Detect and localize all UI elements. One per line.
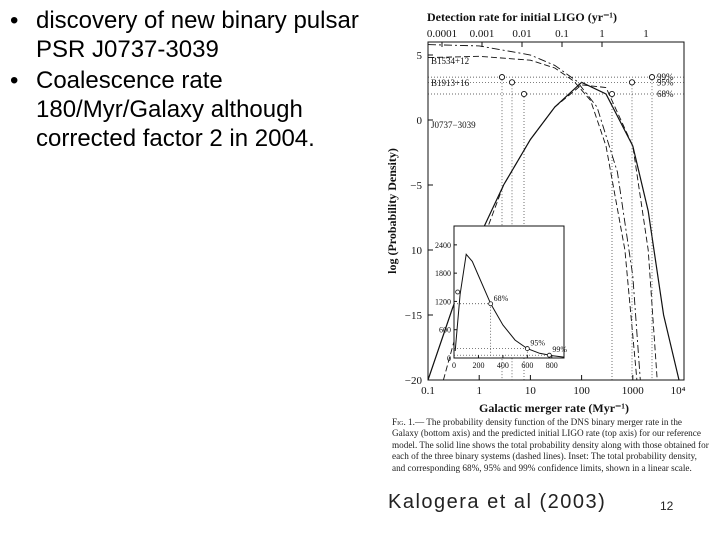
inset-confidence-marker (546, 352, 552, 358)
bullet-text: discovery of new binary pulsar PSR J0737… (36, 7, 359, 63)
inset-x-tick-label: 0 (452, 361, 456, 370)
plot-frame (427, 41, 685, 381)
y-tick-label: −20 (405, 375, 423, 387)
y-tick-label: −5 (410, 180, 422, 192)
bullet-marker: • (10, 67, 19, 94)
top-tick-label: 0.1 (555, 28, 569, 40)
slide-number: 12 (660, 499, 674, 513)
confidence-marker (628, 79, 636, 86)
confidence-label: 99% (657, 72, 674, 82)
system-curve-label: B1913+16 (431, 78, 470, 88)
confidence-label: 68% (657, 89, 674, 99)
top-tick-label: 0.001 (470, 28, 495, 40)
top-tick-label: 1 (599, 28, 605, 40)
y-tick-label: 0 (417, 115, 423, 127)
inset-y-tick-label: 1800 (435, 269, 451, 278)
caption-label: Fig. 1. (392, 417, 415, 427)
x-tick-label: 1000 (622, 385, 645, 397)
chart-title: Detection rate for initial LIGO (yr⁻¹) (427, 10, 617, 24)
top-tick-label: 0.0001 (427, 28, 457, 40)
bullet-text: Coalescence rate 180/Myr/Galaxy although… (36, 67, 315, 152)
top-tick-label: 0.01 (512, 28, 531, 40)
confidence-marker (498, 74, 506, 81)
inset-confidence-label: 95% (530, 339, 545, 348)
top-tick-label: 1 (643, 28, 649, 40)
bullet-item: • Coalescence rate 180/Myr/Galaxy althou… (6, 66, 366, 153)
bullet-marker: • (10, 7, 19, 34)
inset-y-tick-label: 1200 (435, 297, 451, 306)
inset-confidence-label: 99% (552, 345, 567, 354)
x-tick-label: 100 (573, 385, 590, 397)
confidence-marker (508, 79, 516, 86)
inset-confidence-marker (455, 289, 461, 295)
x-tick-label: 1 (476, 385, 482, 397)
system-curve-label: J0737−3039 (431, 120, 476, 130)
inset-x-tick-label: 200 (472, 361, 484, 370)
system-density-curve (427, 55, 638, 381)
caption-text: — The probability density function of th… (392, 417, 709, 473)
inset-y-tick-label: 600 (439, 326, 451, 335)
x-tick-label: 0.1 (421, 385, 435, 397)
inset-confidence-label: 68% (494, 294, 509, 303)
confidence-marker (520, 90, 528, 98)
inset-x-tick-label: 600 (521, 361, 533, 370)
inset-x-tick-label: 800 (546, 361, 558, 370)
confidence-marker (648, 74, 656, 81)
system-curve-label: B1534+12 (431, 56, 469, 66)
y-tick-label: 5 (417, 50, 423, 62)
x-tick-label: 10 (525, 385, 537, 397)
x-tick-label: 10⁴ (671, 385, 686, 397)
inset-density-curve (454, 253, 565, 358)
inset-y-tick-label: 2400 (435, 241, 451, 250)
inset-confidence-marker (488, 301, 494, 307)
inset-x-tick-label: 400 (497, 361, 509, 370)
figure-panel: Detection rate for initial LIGO (yr⁻¹) 0.… (384, 0, 720, 540)
bullet-list: • discovery of new binary pulsar PSR J07… (6, 6, 366, 155)
y-tick-label: 10 (411, 245, 423, 257)
figure-caption: Fig. 1.— The probability density functio… (392, 417, 710, 474)
author-credit: Kalogera et al (2003) (388, 491, 607, 513)
probability-density-chart: Detection rate for initial LIGO (yr⁻¹) 0.… (384, 0, 720, 420)
x-axis-title: Galactic merger rate (Myr⁻¹) (479, 401, 629, 415)
system-density-curve (442, 84, 658, 381)
confidence-marker (608, 90, 616, 98)
confidence-label: 95% (657, 77, 674, 87)
inset-y-tick-label: 0 (447, 354, 451, 363)
y-tick-label: −15 (405, 310, 423, 322)
system-density-curve (427, 44, 641, 381)
bullet-item: • discovery of new binary pulsar PSR J07… (6, 6, 366, 64)
inset-frame (453, 225, 565, 359)
inset-confidence-marker (524, 346, 530, 351)
y-axis-title: log (Probability Density) (385, 148, 399, 274)
